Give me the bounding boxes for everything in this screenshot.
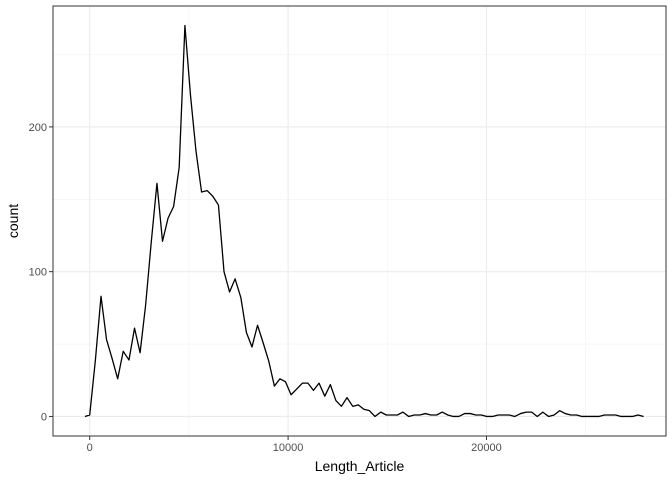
x-axis-title: Length_Article [315,458,405,474]
x-tick-label: 20000 [471,442,502,454]
plot-background [53,6,666,436]
y-axis-ticks: 0 100 200 [29,122,53,423]
x-axis-ticks: 0 10000 20000 [87,436,502,454]
y-tick-label: 0 [41,411,47,423]
major-gridlines [53,6,666,436]
x-tick-label: 10000 [273,442,304,454]
y-tick-label: 200 [29,122,47,134]
y-tick-label: 100 [29,267,47,279]
plot-panel-border [52,5,667,437]
x-tick-label: 0 [87,442,93,454]
series-line [84,24,644,418]
y-axis-title: count [5,204,21,238]
